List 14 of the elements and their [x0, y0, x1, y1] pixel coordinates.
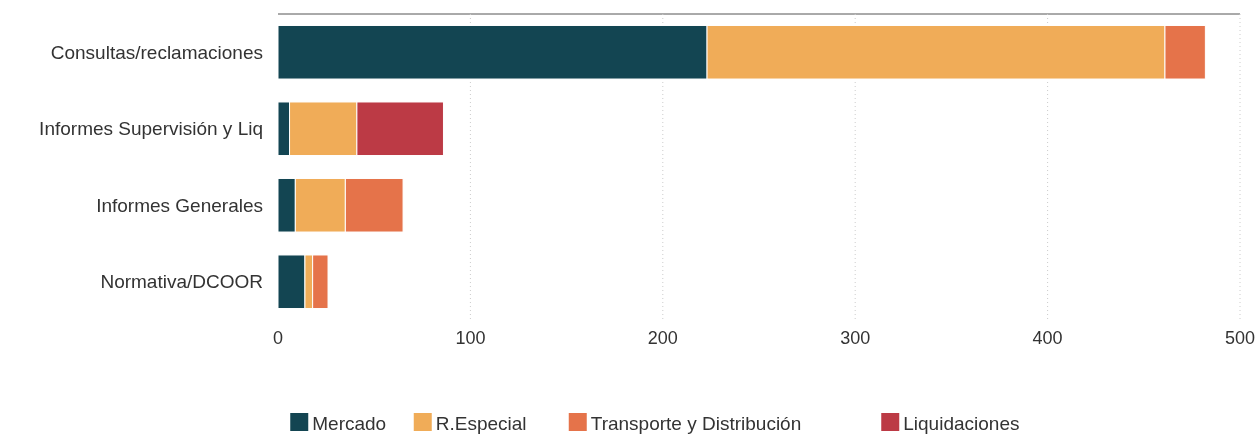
legend-label: Liquidaciones	[903, 412, 1020, 434]
x-tick-label: 200	[647, 328, 678, 348]
y-tick-label: Consultas/reclamaciones	[50, 41, 263, 63]
y-tick-label: Normativa/DCOOR	[100, 271, 263, 293]
legend-label: Transporte y Distribución	[590, 412, 802, 434]
x-tick-label: 500	[1224, 328, 1256, 348]
legend-label: Mercado	[312, 412, 387, 434]
y-tick-label: Informes Supervisión y Liq	[39, 118, 263, 140]
x-tick-label: 400	[1032, 328, 1063, 348]
x-tick-label: 300	[840, 328, 871, 348]
y-tick-label: Informes Generales	[96, 194, 263, 216]
x-tick-label: 0	[272, 328, 284, 348]
x-tick-label: 100	[455, 328, 486, 348]
legend-label: R.Especial	[435, 412, 527, 434]
